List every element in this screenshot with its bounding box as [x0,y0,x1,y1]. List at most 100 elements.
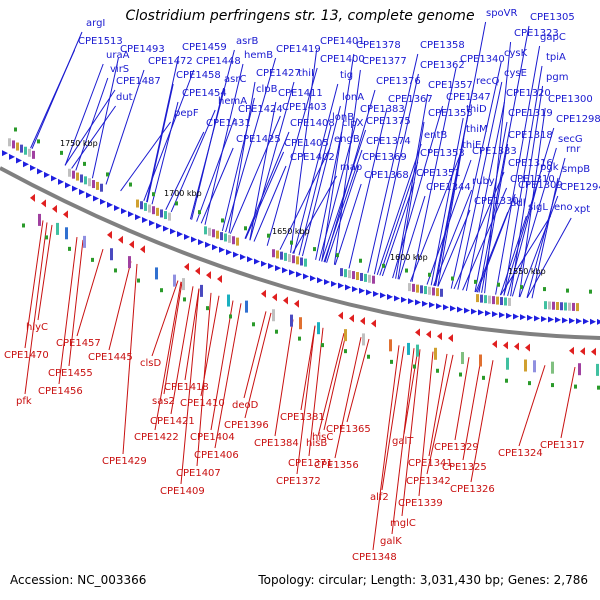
forward-gene-label: CPE1351 [416,168,461,179]
forward-gene-arrow [156,222,162,229]
reverse-feature-block [299,317,302,330]
forward-gene-arrow [247,256,253,263]
forward-gene-arrow [233,251,239,258]
reverse-leader-line [163,282,183,395]
forward-feature-block [556,301,559,310]
forward-feature-block [20,144,23,153]
reverse-feature-block [182,278,185,291]
reverse-feature-block [416,344,419,357]
forward-gene-arrow [37,168,43,175]
forward-feature-block [208,227,211,236]
reverse-feature-block [461,352,464,365]
forward-feature-block [136,199,139,208]
forward-feature-block [224,233,227,242]
forward-gene-label: CPE1340 [460,54,505,65]
forward-feature-block [364,273,367,282]
forward-rna-marker [474,279,477,284]
forward-gene-arrow [422,300,428,307]
reverse-feature-block [578,363,581,376]
reverse-feature-block [227,294,230,307]
reverse-gene-label: galK [380,536,402,547]
reverse-rna-marker [229,314,232,319]
reverse-gene-label: CPE1407 [176,468,221,479]
forward-gene-arrow [9,153,15,160]
reverse-leader-line [518,365,546,447]
forward-rna-marker [543,287,546,292]
reverse-gene-arrow [206,271,211,280]
forward-feature-block [408,283,411,292]
forward-gene-arrow [86,192,92,199]
forward-leader-line [64,89,116,166]
forward-gene-label: CPE1374 [366,136,411,147]
forward-gene-arrow [2,150,8,157]
forward-gene-label: thiE [462,140,481,151]
reverse-gene-label: clsD [140,358,161,369]
forward-leader-line [321,129,367,262]
reverse-leader-line [58,236,78,385]
forward-leader-line [511,147,557,297]
forward-leader-line [165,131,205,210]
reverse-feature-block [83,235,86,248]
forward-rna-marker [83,161,86,166]
forward-gene-label: CPE1513 [78,36,123,47]
reverse-gene-label: CPE1381 [280,412,325,423]
forward-feature-block [296,256,299,265]
forward-gene-label: CPE1400 [320,54,365,65]
forward-gene-arrow [149,219,155,226]
reverse-rna-marker [482,375,485,380]
reverse-gene-label: CPE1326 [450,484,495,495]
forward-feature-block [32,150,35,159]
reverse-rna-marker [252,322,255,327]
forward-feature-block [24,146,27,155]
forward-feature-block [220,232,223,241]
forward-leader-line [503,127,555,296]
reverse-gene-label: CPE1470 [4,350,49,361]
reverse-gene-label: CPE1421 [150,416,195,427]
forward-leader-line [64,63,104,166]
reverse-rna-marker [22,223,25,228]
reverse-leader-line [560,366,576,439]
forward-gene-label: CPE1355 [428,108,473,119]
forward-gene-label: CPE1330 [474,196,519,207]
forward-gene-arrow [415,299,421,306]
forward-gene-arrow [499,311,505,318]
kbp-tick-labels: 1750 kbp 1700 kbp 1650 kbp 1600 kbp 1550 kbp [60,139,546,276]
forward-gene-label: CPE1347 [446,92,491,103]
forward-feature-block [160,209,163,218]
reverse-rna-marker [275,329,278,334]
reverse-leader-line [334,337,362,459]
reverse-leader-line [108,261,132,351]
reverse-gene-label: galT [392,436,414,447]
forward-leader-line [426,159,472,285]
reverse-gene-label: CPE1404 [190,432,235,443]
forward-feature-block [488,295,491,304]
forward-gene-arrow [170,228,176,235]
forward-feature-block [416,284,419,293]
reverse-gene-arrow [437,332,442,341]
forward-gene-label: CPE1316 [508,158,553,169]
forward-gene-arrow [429,301,435,308]
reverse-leader-line [426,354,454,475]
kbp-label: 1550 kbp [508,267,546,276]
reverse-rna-marker [574,384,577,389]
forward-gene-label: CPE1376 [376,76,421,87]
forward-rna-marker [175,201,178,206]
reverse-gene-arrow [283,296,288,305]
forward-gene-label: secG [558,134,583,145]
reverse-leader-lines [24,220,576,551]
forward-gene-label: CPE1383 [360,104,405,115]
reverse-gene-label: CPE1429 [102,456,147,467]
forward-gene-arrow [590,318,596,325]
forward-rna-marker [313,247,316,252]
forward-feature-block [96,181,99,190]
forward-gene-arrow [268,262,274,269]
reverse-gene-arrow [217,275,222,284]
reverse-rna-marker [183,297,186,302]
forward-rna-marker [152,192,155,197]
forward-feature-block [356,272,359,281]
forward-feature-block [348,270,351,279]
reverse-gene-arrow [261,289,266,298]
forward-rna-marker [359,258,362,263]
forward-gene-label: CPE1402 [290,152,335,163]
reverse-gene-label: CPE1371 [288,458,333,469]
